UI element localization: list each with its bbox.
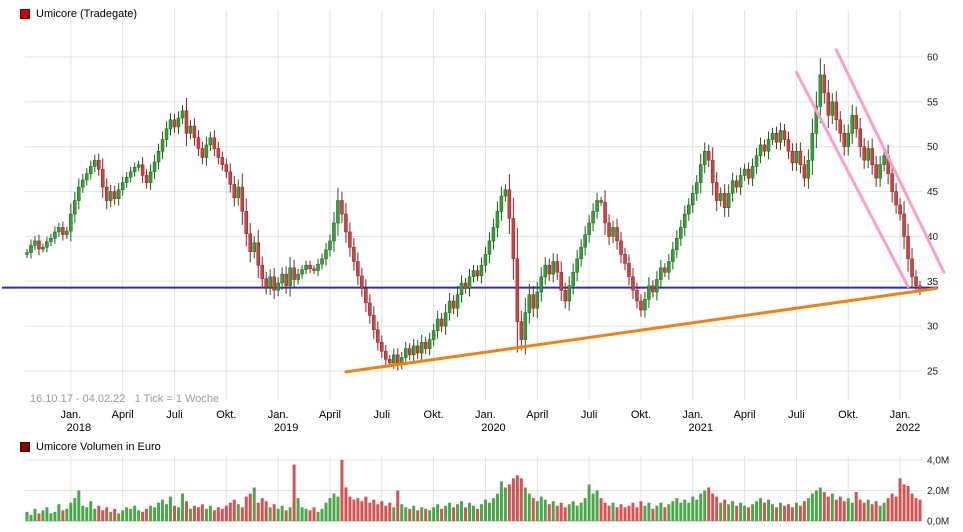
svg-text:25: 25 [927, 367, 939, 378]
svg-text:April: April [734, 409, 756, 421]
main-series-color-swatch-icon [20, 9, 30, 19]
svg-text:Okt.: Okt. [631, 409, 651, 421]
svg-text:2019: 2019 [274, 422, 298, 434]
svg-text:4,0M: 4,0M [927, 456, 949, 467]
svg-text:April: April [112, 409, 134, 421]
svg-text:40: 40 [927, 232, 939, 243]
svg-text:60: 60 [927, 53, 939, 64]
svg-text:45: 45 [927, 187, 939, 198]
svg-text:2018: 2018 [67, 422, 91, 434]
svg-text:Juli: Juli [374, 409, 391, 421]
svg-text:0,0M: 0,0M [927, 517, 949, 528]
svg-text:Okt.: Okt. [838, 409, 858, 421]
svg-text:Jan.: Jan. [890, 409, 911, 421]
main-series-legend: Umicore (Tradegate) [20, 8, 137, 20]
svg-text:Jan.: Jan. [682, 409, 703, 421]
svg-text:2,0M: 2,0M [927, 486, 949, 497]
volume-series-color-swatch-icon [20, 442, 30, 452]
volume-series-title: Umicore Volumen in Euro [36, 441, 161, 453]
svg-text:35: 35 [927, 277, 939, 288]
svg-text:Juli: Juli [166, 409, 183, 421]
svg-text:2022: 2022 [896, 422, 920, 434]
svg-text:30: 30 [927, 322, 939, 333]
svg-text:2020: 2020 [481, 422, 505, 434]
svg-text:Jan.: Jan. [475, 409, 496, 421]
main-series-title: Umicore (Tradegate) [36, 8, 138, 20]
svg-text:Okt.: Okt. [424, 409, 444, 421]
svg-text:Juli: Juli [581, 409, 598, 421]
y-axis-labels: 60 55 50 45 40 35 30 25 4,0M 2,0M 0,0M [927, 53, 949, 528]
svg-text:April: April [526, 409, 548, 421]
volume-bars [25, 460, 922, 521]
trend-lines [344, 48, 946, 374]
svg-text:Okt.: Okt. [216, 409, 236, 421]
svg-text:Jan.: Jan. [268, 409, 289, 421]
svg-text:2021: 2021 [689, 422, 713, 434]
svg-text:Juli: Juli [788, 409, 805, 421]
candlestick-series [25, 58, 922, 371]
period-note: 16.10.17 - 04.02.22 1 Tick = 1 Woche [30, 393, 220, 405]
svg-text:April: April [319, 409, 341, 421]
svg-text:Jan.: Jan. [60, 409, 81, 421]
svg-text:55: 55 [927, 97, 939, 108]
volume-series-legend: Umicore Volumen in Euro [20, 441, 161, 453]
svg-text:50: 50 [927, 142, 939, 153]
